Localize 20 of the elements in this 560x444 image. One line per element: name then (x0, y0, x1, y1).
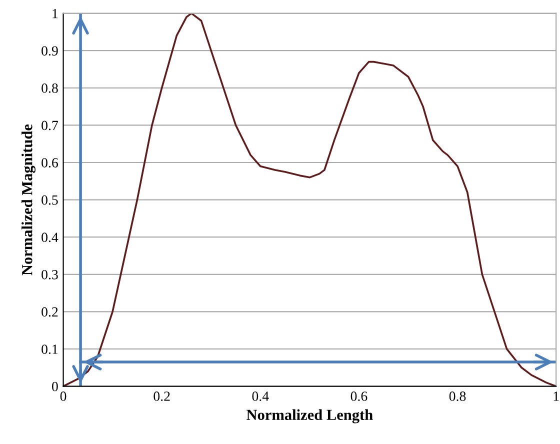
y-tick-label: 0.4 (42, 232, 58, 242)
x-tick-label: 0.6 (350, 392, 368, 401)
y-tick-label: 0.6 (42, 158, 58, 168)
x-tick-label: 0.4 (252, 392, 269, 401)
x-tick-label: 1 (554, 392, 559, 401)
y-tick-label: 0.8 (42, 83, 58, 93)
y-tick-label: 0.2 (42, 307, 58, 317)
y-tick-label: 0.3 (42, 270, 58, 280)
x-axis-title: Normalized Length (246, 409, 373, 424)
y-tick-label: 0 (52, 382, 58, 392)
y-tick-label: 0.1 (42, 344, 58, 354)
y-tick-label: 0.7 (42, 120, 58, 130)
x-tick-label: 0.8 (449, 392, 466, 401)
y-tick-label: 0.5 (42, 195, 58, 205)
y-tick-label: 0.9 (42, 46, 58, 56)
y-axis-title: Normalized Magnitude (22, 124, 36, 276)
y-tick-label: 1 (52, 8, 58, 18)
x-tick-label: 0.2 (154, 392, 170, 401)
line-series (63, 13, 556, 386)
x-tick-label: 0 (60, 392, 66, 401)
